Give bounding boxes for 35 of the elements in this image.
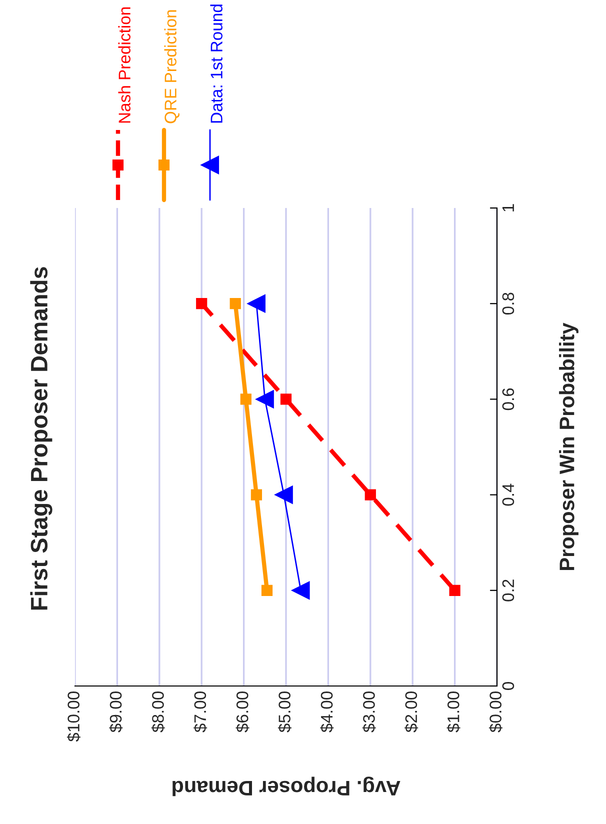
point: [240, 394, 252, 405]
point: [247, 294, 266, 313]
point: [230, 298, 241, 310]
y-axis-title: Proposer Win Probability: [559, 322, 578, 570]
x-tick-label: $6.00: [236, 692, 250, 732]
x-axis-title: Avg. Proposer Demand: [172, 776, 400, 796]
x-tick-label: $10.00: [66, 692, 80, 742]
x-tick-label: $2.00: [404, 692, 418, 732]
x-tick-label: $8.00: [151, 692, 165, 732]
point: [196, 298, 208, 310]
text: Nash Prediction: [118, 7, 130, 123]
point: [274, 486, 293, 504]
text: QRE Prediction: [164, 10, 180, 124]
x-tick-label: $4.00: [320, 692, 334, 732]
y-tick-label: 0.6: [502, 388, 514, 410]
point: [292, 581, 310, 600]
x-tick-label: $5.00: [278, 692, 292, 732]
y-tick-label: 0: [502, 682, 514, 690]
x-tick-label: $9.00: [109, 692, 123, 732]
y-tick-label: 0.2: [502, 580, 514, 602]
x-tick-label: $0.00: [488, 692, 502, 732]
y-tick-label: 0.8: [502, 292, 514, 315]
point: [280, 394, 292, 405]
point: [449, 584, 460, 596]
point: [364, 489, 376, 500]
y-tick-label: 0.4: [502, 484, 514, 506]
text: First Stage Proposer Demands: [30, 267, 52, 610]
x-tick-label: $3.00: [362, 692, 376, 732]
point: [261, 584, 273, 596]
point: [250, 489, 262, 500]
x-tick-label: $1.00: [446, 692, 460, 732]
text: Data: 1st Round: [210, 4, 222, 123]
point: [256, 390, 274, 408]
x-tick-label: $7.00: [194, 692, 208, 732]
y-tick-label: 1: [502, 204, 514, 212]
